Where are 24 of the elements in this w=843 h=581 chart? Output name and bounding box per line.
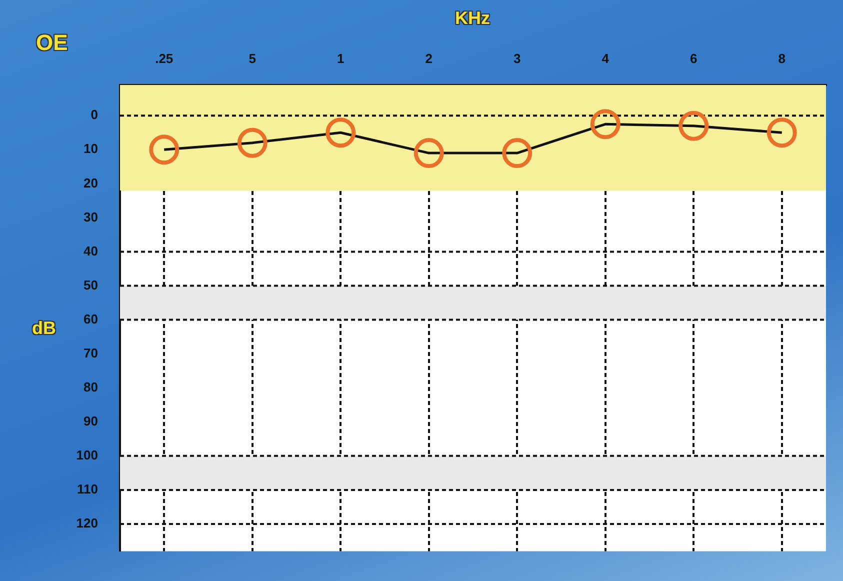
y-tick-label: 0	[90, 107, 98, 122]
y-tick-label: 90	[84, 413, 98, 428]
y-tick-label: 80	[84, 379, 98, 394]
x-tick-label: 4	[602, 50, 610, 66]
y-tick-label: 30	[84, 209, 98, 224]
x-tick-label: 1	[337, 50, 344, 66]
x-tick-label: .25	[155, 50, 174, 66]
y-tick-label: 60	[84, 311, 98, 326]
chart-title: OE	[36, 30, 68, 56]
y-tick-label: 100	[76, 447, 98, 462]
x-tick-label: 6	[690, 50, 698, 66]
y-tick-label: 120	[76, 516, 98, 531]
y-axis-title: dB	[32, 318, 56, 339]
y-tick-label: 20	[84, 175, 98, 190]
x-axis-title: KHz	[455, 8, 490, 29]
x-tick-label: 5	[248, 50, 256, 66]
x-tick-label: 8	[778, 50, 786, 66]
x-tick-label: 2	[425, 50, 432, 66]
y-tick-label: 70	[84, 345, 98, 360]
x-tick-label: 3	[514, 50, 521, 66]
y-tick-label: 110	[77, 482, 98, 497]
y-tick-label: 50	[84, 277, 98, 292]
y-tick-label: 10	[84, 141, 98, 156]
y-tick-label: 40	[84, 243, 98, 258]
